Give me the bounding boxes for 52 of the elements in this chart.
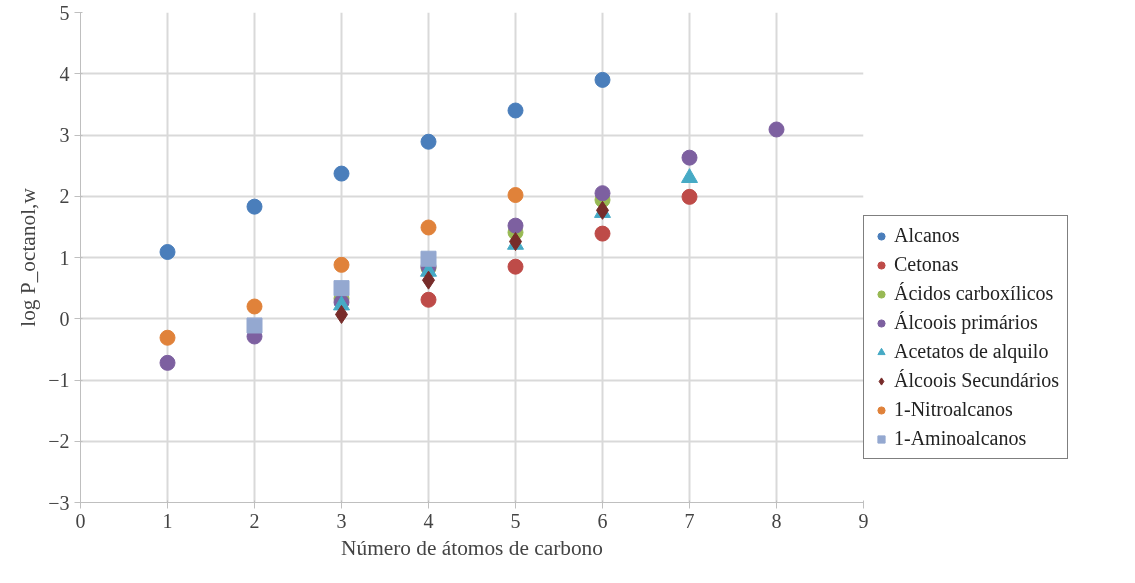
y-tick-label: 1: [59, 246, 70, 269]
x-tick-label: 2: [249, 509, 260, 532]
x-tick-label: 7: [684, 509, 695, 532]
x-axis-title: Número de átomos de carbono: [341, 535, 603, 560]
point: [507, 217, 524, 234]
x-tick-label: 4: [423, 509, 434, 532]
point: [507, 258, 524, 275]
legend-label: Acetatos de alquilo: [894, 340, 1049, 363]
point: [594, 71, 611, 88]
x-tick-label: 5: [510, 509, 521, 532]
point: [159, 244, 176, 260]
x-tick-label: 6: [597, 509, 608, 532]
legend-label: 1-Nitroalcanos: [894, 398, 1013, 421]
point: [420, 133, 437, 150]
point: [681, 149, 698, 166]
point: [159, 354, 176, 371]
legend-label: Álcoois primários: [894, 311, 1038, 334]
point: [420, 250, 437, 267]
legend-label: Álcoois Secundários: [894, 369, 1059, 392]
point: [159, 329, 176, 346]
y-tick-label: 3: [59, 124, 70, 146]
x-tick-label: 0: [75, 509, 86, 532]
y-tick-label: 4: [59, 62, 70, 85]
point: [333, 256, 350, 273]
point: [246, 198, 263, 215]
point: [333, 280, 350, 297]
y-tick-label: 5: [59, 1, 70, 24]
legend-label: 1-Aminoalcanos: [894, 427, 1027, 450]
point: [681, 188, 698, 205]
point: [768, 121, 785, 138]
y-tick-label: −1: [48, 369, 70, 391]
y-tick-label: 0: [59, 307, 70, 330]
point: [246, 298, 263, 315]
x-tick-label: 9: [858, 509, 869, 532]
point: [507, 102, 524, 119]
point: [246, 317, 263, 334]
y-tick-label: −2: [48, 430, 70, 453]
point: [594, 185, 611, 202]
x-tick-label: 1: [162, 509, 173, 532]
x-tick-label: 3: [336, 509, 347, 532]
legend-label: Cetonas: [894, 253, 959, 276]
point: [333, 165, 350, 182]
point: [420, 291, 437, 308]
legend-label: Alcanos: [894, 224, 960, 247]
y-tick-label: −3: [48, 491, 70, 514]
point: [420, 219, 437, 236]
point: [594, 225, 611, 242]
point: [507, 187, 524, 204]
y-axis-title: log P_octanol,w: [16, 187, 41, 327]
x-tick-label: 8: [771, 509, 782, 532]
y-tick-label: 2: [59, 185, 70, 208]
legend-label: Ácidos carboxílicos: [894, 282, 1054, 305]
